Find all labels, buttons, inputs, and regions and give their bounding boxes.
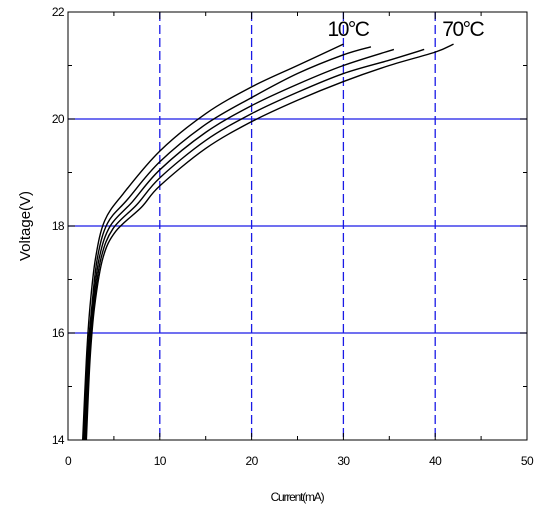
series-line-4: [84, 48, 425, 441]
x-tick-label: 30: [337, 454, 350, 468]
series-line-5: [85, 43, 454, 441]
x-tick-label: 20: [246, 454, 259, 468]
x-tick-label: 50: [521, 454, 534, 468]
y-tick-label: 14: [52, 433, 65, 447]
grid: [68, 12, 527, 440]
y-tick-label: 20: [52, 112, 65, 126]
series-line-3: [83, 48, 395, 441]
annotation-label-2: 70°C: [442, 18, 484, 41]
series-group: [81, 43, 454, 441]
y-tick-label: 22: [52, 5, 65, 19]
x-tick-label: 40: [429, 454, 442, 468]
y-tick-label: 18: [52, 219, 65, 233]
series-line-1: [81, 43, 344, 441]
y-tick-labels: 14 16 18 20 22: [52, 5, 66, 447]
x-axis-title: Current(mA): [271, 490, 325, 504]
x-tick-label: 0: [65, 454, 72, 468]
series-line-2: [82, 46, 372, 441]
x-tick-label: 10: [154, 454, 167, 468]
annotation-label-1: 10°C: [328, 18, 370, 41]
y-tick-label: 16: [52, 326, 65, 340]
annotations: 10°C 70°C: [328, 18, 487, 41]
x-tick-labels: 0 10 20 30 40 50: [65, 454, 535, 468]
y-axis-title: Voltage(V): [17, 191, 34, 261]
ticks: [67, 11, 528, 441]
